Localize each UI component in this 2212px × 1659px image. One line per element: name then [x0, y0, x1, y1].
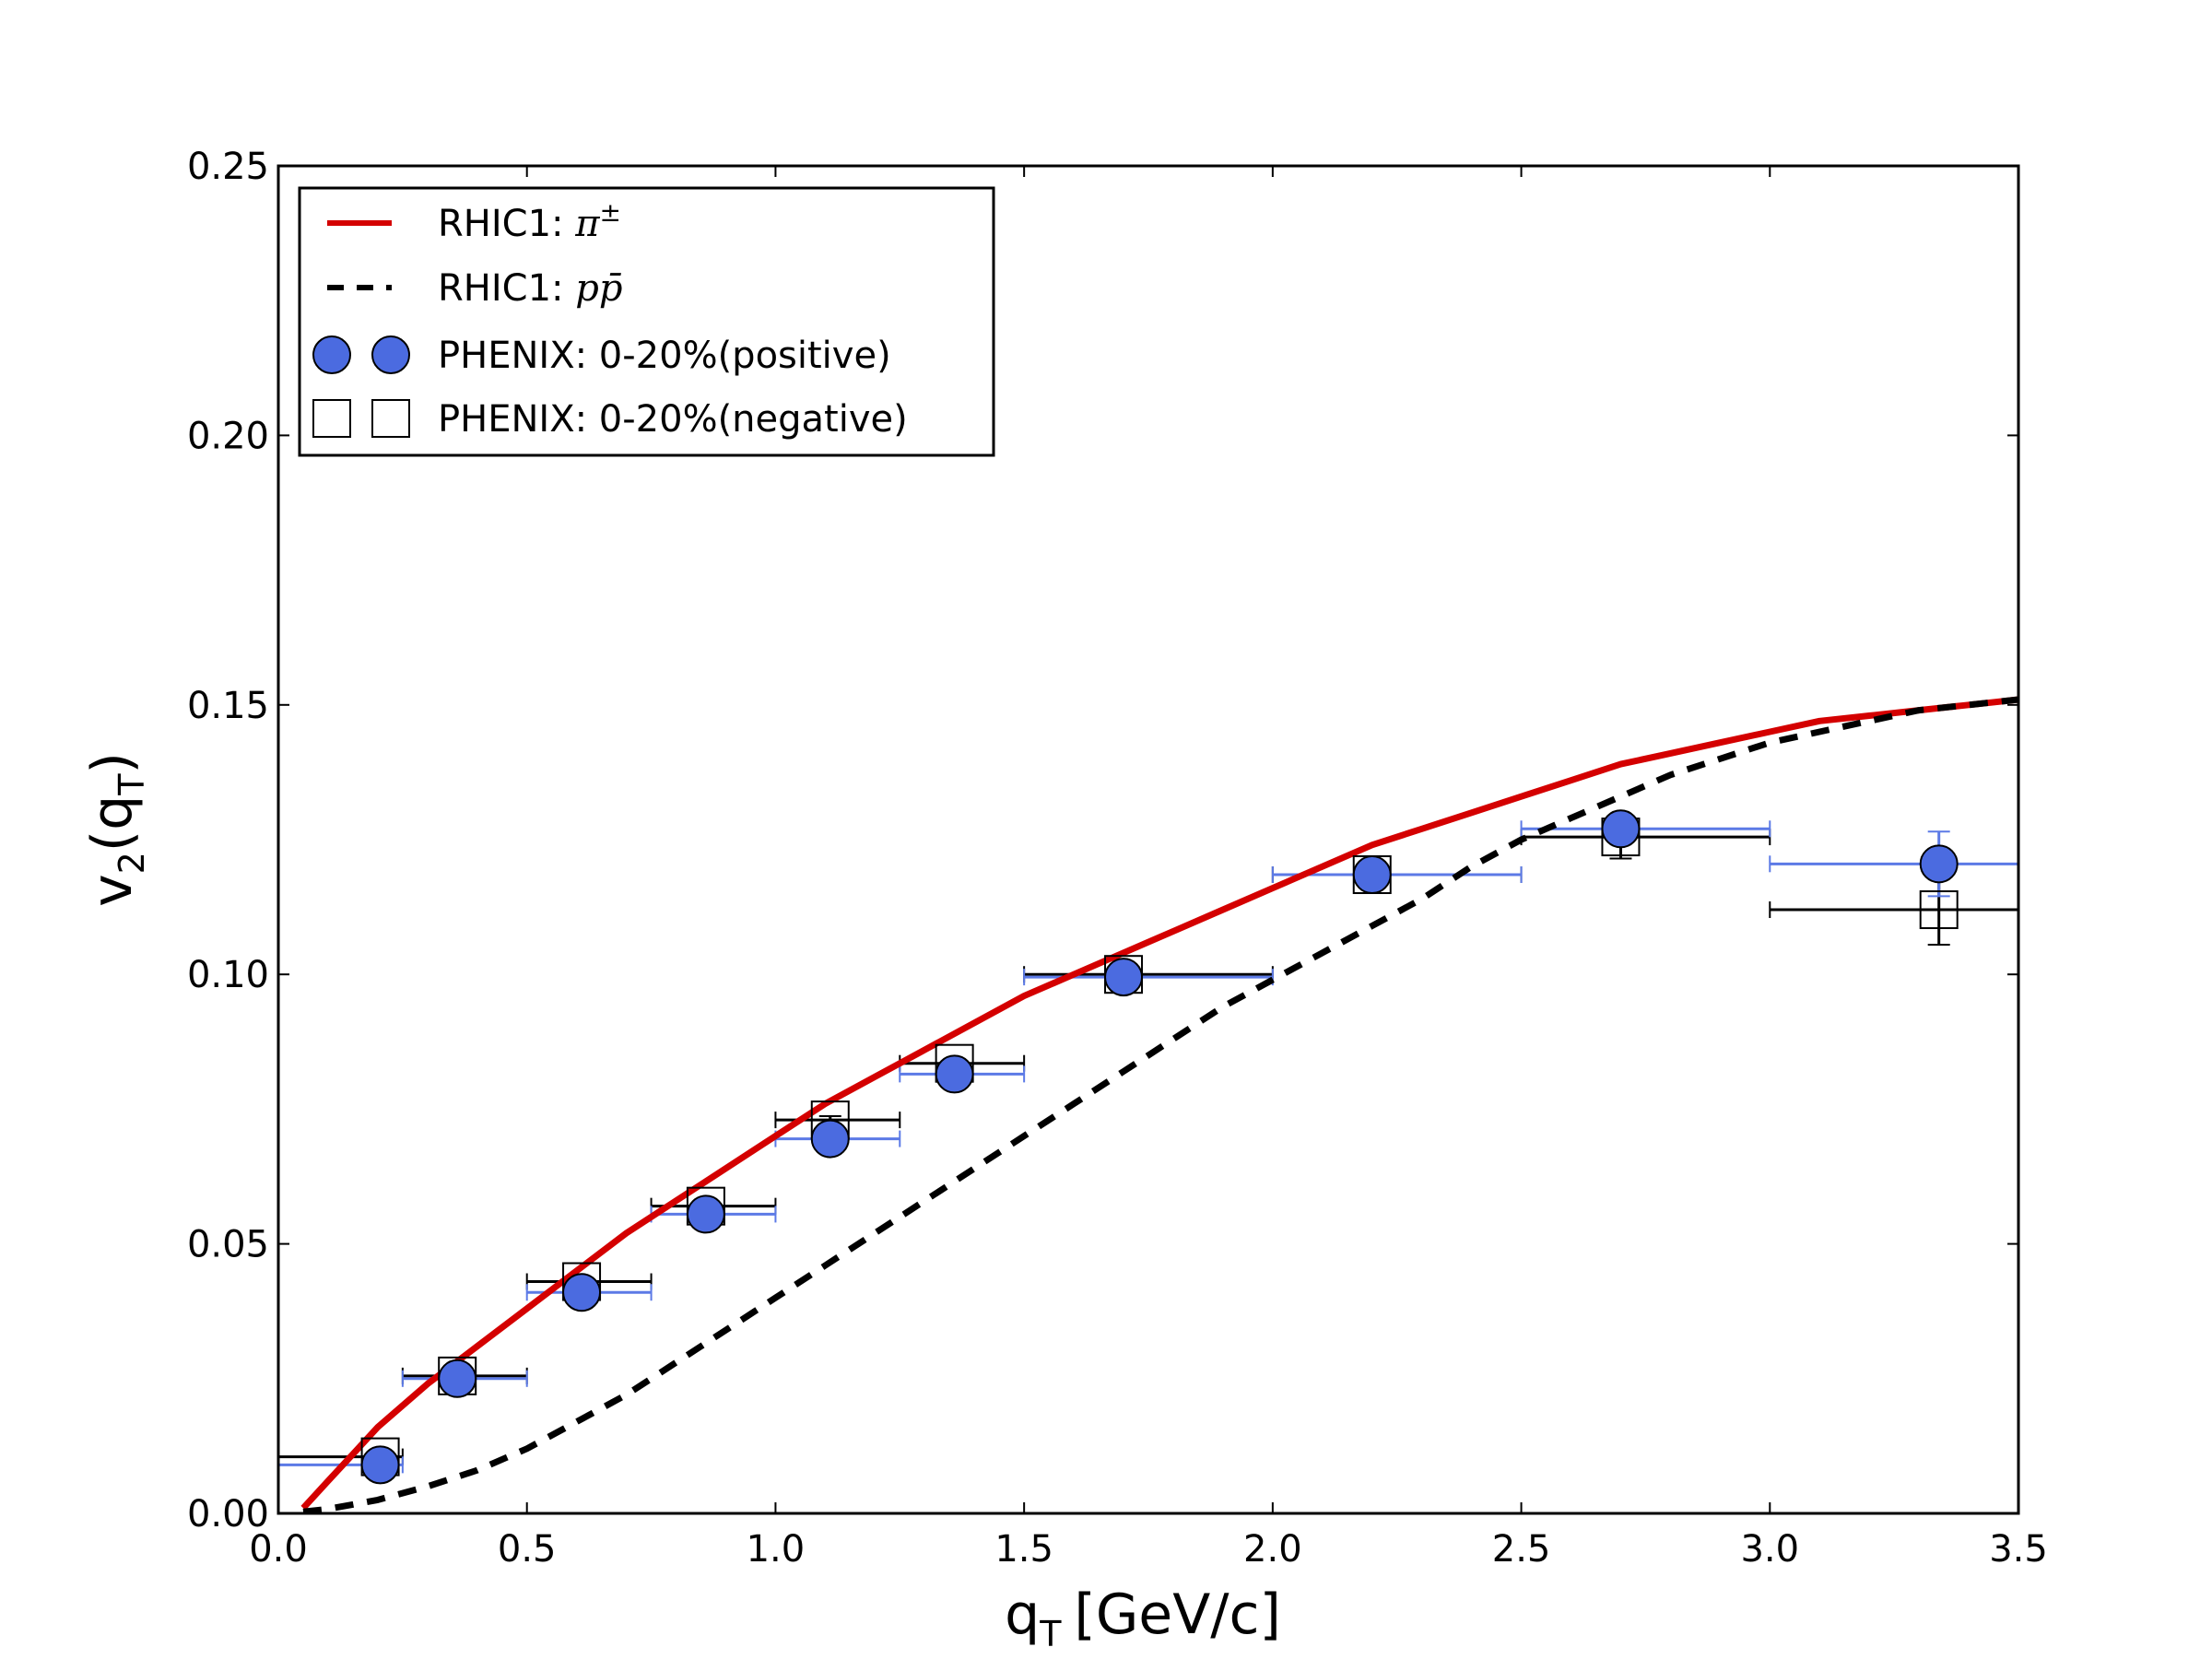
x-axis-title-sub: T	[1039, 1614, 1062, 1654]
positive-data-point	[562, 1273, 602, 1312]
y-tick-label: 0.25	[187, 146, 269, 188]
y-axis-paren-close: )	[80, 752, 145, 773]
legend: RHIC1: π± RHIC1: pp̄ PHENIX: 0-20%(posit…	[298, 186, 995, 457]
x-tick-label: 0.0	[249, 1528, 308, 1571]
y-tick-label: 0.20	[187, 415, 269, 457]
y-tick-label: 0.05	[187, 1224, 269, 1266]
legend-label-rhic1-proton: RHIC1: pp̄	[438, 267, 622, 310]
positive-data-point	[810, 1119, 850, 1159]
series-layer	[278, 696, 2018, 1513]
x-tick-label: 1.0	[747, 1528, 806, 1571]
positive-data-point	[438, 1359, 477, 1398]
y-tick-label: 0.10	[187, 954, 269, 996]
legend-label-rhic1-pion: RHIC1: π±	[438, 197, 621, 245]
legend-marker-negative-2	[371, 399, 410, 438]
plot-frame	[276, 164, 2020, 1515]
x-axis-title-main: q	[1005, 1583, 1040, 1647]
rhic1-proton-curve	[302, 696, 2018, 1513]
y-axis-paren-open: (	[80, 830, 145, 852]
x-tick-label: 2.0	[1243, 1528, 1302, 1571]
legend-marker-positive-2	[371, 335, 410, 374]
positive-data-point	[1104, 958, 1144, 997]
legend-marker-negative-1	[312, 399, 351, 438]
positive-data-point	[935, 1054, 974, 1094]
positive-data-point	[360, 1445, 400, 1485]
negative-data-point	[1919, 890, 1959, 930]
y-axis-title-argsub: T	[112, 773, 152, 796]
y-axis-title-main: v	[80, 874, 145, 907]
y-tick-label: 0.00	[187, 1493, 269, 1535]
x-axis-title-unit: [GeV/c]	[1074, 1583, 1280, 1647]
positive-data-point	[686, 1194, 725, 1234]
ticks-layer: 0.0 0.5 1.0 1.5 2.0 2.5 3.0 3.5 0.00 0.05 0.10 0.15…	[187, 146, 2048, 1571]
y-axis-title-sub: 2	[112, 852, 152, 874]
x-tick-label: 0.5	[498, 1528, 557, 1571]
legend-box	[298, 186, 995, 457]
rhic1-pion-curve	[300, 696, 2018, 1511]
errorbars-circle	[278, 817, 2018, 1474]
x-tick-label: 2.5	[1492, 1528, 1551, 1571]
legend-label-positive: PHENIX: 0-20%(positive)	[438, 335, 891, 377]
x-tick-label: 3.0	[1740, 1528, 1799, 1571]
y-axis-title: v2(qT)	[80, 752, 152, 907]
errorbars-square	[278, 814, 2018, 1465]
positive-data-point	[1601, 809, 1641, 849]
x-tick-label: 3.5	[1989, 1528, 2048, 1571]
y-axis-title-arg: q	[80, 795, 145, 830]
x-tick-label: 1.5	[994, 1528, 1053, 1571]
legend-label-negative: PHENIX: 0-20%(negative)	[438, 398, 908, 441]
y-tick-label: 0.15	[187, 685, 269, 727]
positive-data-point	[1919, 844, 1959, 884]
x-axis-title: qT [GeV/c]	[1005, 1583, 1281, 1654]
positive-data-point	[1352, 855, 1392, 895]
legend-marker-positive-1	[312, 335, 351, 374]
